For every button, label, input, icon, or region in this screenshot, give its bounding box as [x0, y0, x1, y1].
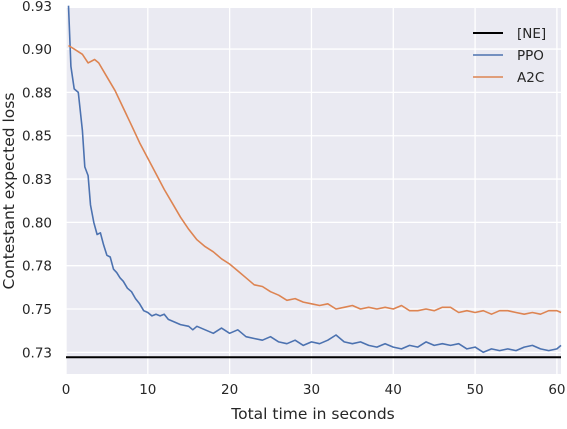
x-tick-label: 10 [139, 382, 156, 398]
x-tick-label: 40 [385, 382, 402, 398]
y-tick-label: 0.88 [22, 85, 52, 101]
y-tick-label: 0.73 [22, 345, 52, 361]
legend-label: A2C [517, 70, 544, 86]
series-group [66, 5, 562, 359]
series-line-a2c [68, 44, 562, 316]
y-tick-label: 0.93 [22, 0, 52, 15]
x-tick-labels: 0 10 20 30 40 50 60 [62, 382, 566, 398]
series-line-ppo [67, 5, 562, 354]
y-tick-label: 0.85 [22, 129, 52, 145]
y-tick-label: 0.90 [22, 42, 52, 58]
legend-label: [NE] [517, 26, 546, 42]
x-tick-label: 50 [466, 382, 483, 398]
x-axis-label: Total time in seconds [230, 405, 394, 423]
y-tick-labels: 0.73 0.75 0.78 0.80 0.83 0.85 0.88 0.90 0.93 [22, 0, 52, 361]
x-tick-label: 20 [221, 382, 238, 398]
x-tick-label: 0 [62, 382, 71, 398]
legend: [NE] PPO A2C [473, 26, 546, 86]
grid-lines [65, 5, 561, 374]
y-tick-label: 0.78 [22, 259, 52, 275]
y-tick-label: 0.75 [22, 302, 52, 318]
legend-label: PPO [517, 48, 544, 64]
y-tick-label: 0.80 [22, 215, 52, 231]
x-tick-label: 30 [303, 382, 320, 398]
y-axis-label: Contestant expected loss [0, 93, 18, 290]
plot-background [66, 8, 561, 374]
y-tick-label: 0.83 [22, 172, 52, 188]
x-tick-label: 60 [548, 382, 565, 398]
